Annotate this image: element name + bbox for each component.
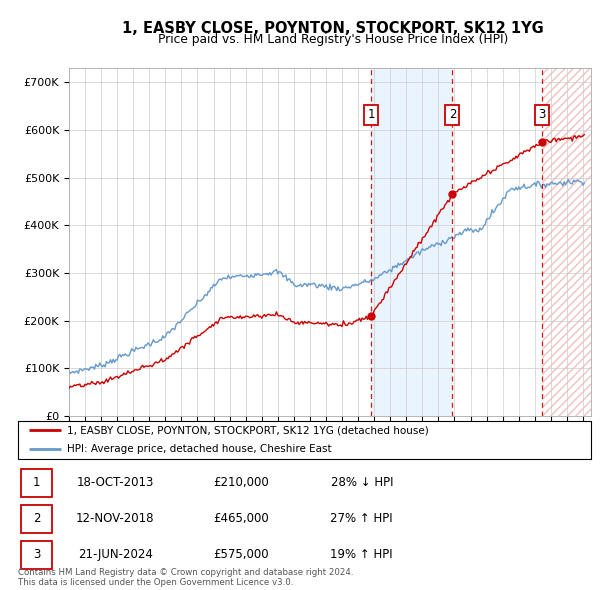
FancyBboxPatch shape bbox=[21, 468, 52, 497]
Text: 2: 2 bbox=[33, 512, 40, 525]
Text: 19% ↑ HPI: 19% ↑ HPI bbox=[331, 548, 393, 561]
Text: 1, EASBY CLOSE, POYNTON, STOCKPORT, SK12 1YG: 1, EASBY CLOSE, POYNTON, STOCKPORT, SK12… bbox=[122, 21, 544, 35]
FancyBboxPatch shape bbox=[21, 504, 52, 533]
Bar bbox=[371, 68, 452, 416]
Text: 27% ↑ HPI: 27% ↑ HPI bbox=[331, 512, 393, 525]
Text: Contains HM Land Registry data © Crown copyright and database right 2024.
This d: Contains HM Land Registry data © Crown c… bbox=[18, 568, 353, 587]
Text: HPI: Average price, detached house, Cheshire East: HPI: Average price, detached house, Ches… bbox=[67, 444, 331, 454]
Text: 1: 1 bbox=[367, 109, 375, 122]
Text: £210,000: £210,000 bbox=[214, 476, 269, 489]
Bar bbox=[542, 68, 591, 416]
Text: 18-OCT-2013: 18-OCT-2013 bbox=[77, 476, 154, 489]
Text: 28% ↓ HPI: 28% ↓ HPI bbox=[331, 476, 393, 489]
Text: £465,000: £465,000 bbox=[214, 512, 269, 525]
Text: 1, EASBY CLOSE, POYNTON, STOCKPORT, SK12 1YG (detached house): 1, EASBY CLOSE, POYNTON, STOCKPORT, SK12… bbox=[67, 425, 428, 435]
Bar bbox=[542, 68, 591, 416]
Text: 1: 1 bbox=[33, 476, 40, 489]
FancyBboxPatch shape bbox=[21, 540, 52, 569]
Text: 12-NOV-2018: 12-NOV-2018 bbox=[76, 512, 155, 525]
Text: 3: 3 bbox=[539, 109, 546, 122]
FancyBboxPatch shape bbox=[18, 421, 591, 459]
Text: 3: 3 bbox=[33, 548, 40, 561]
Text: Price paid vs. HM Land Registry's House Price Index (HPI): Price paid vs. HM Land Registry's House … bbox=[158, 33, 508, 46]
Text: 21-JUN-2024: 21-JUN-2024 bbox=[78, 548, 153, 561]
Text: 2: 2 bbox=[449, 109, 456, 122]
Text: £575,000: £575,000 bbox=[214, 548, 269, 561]
